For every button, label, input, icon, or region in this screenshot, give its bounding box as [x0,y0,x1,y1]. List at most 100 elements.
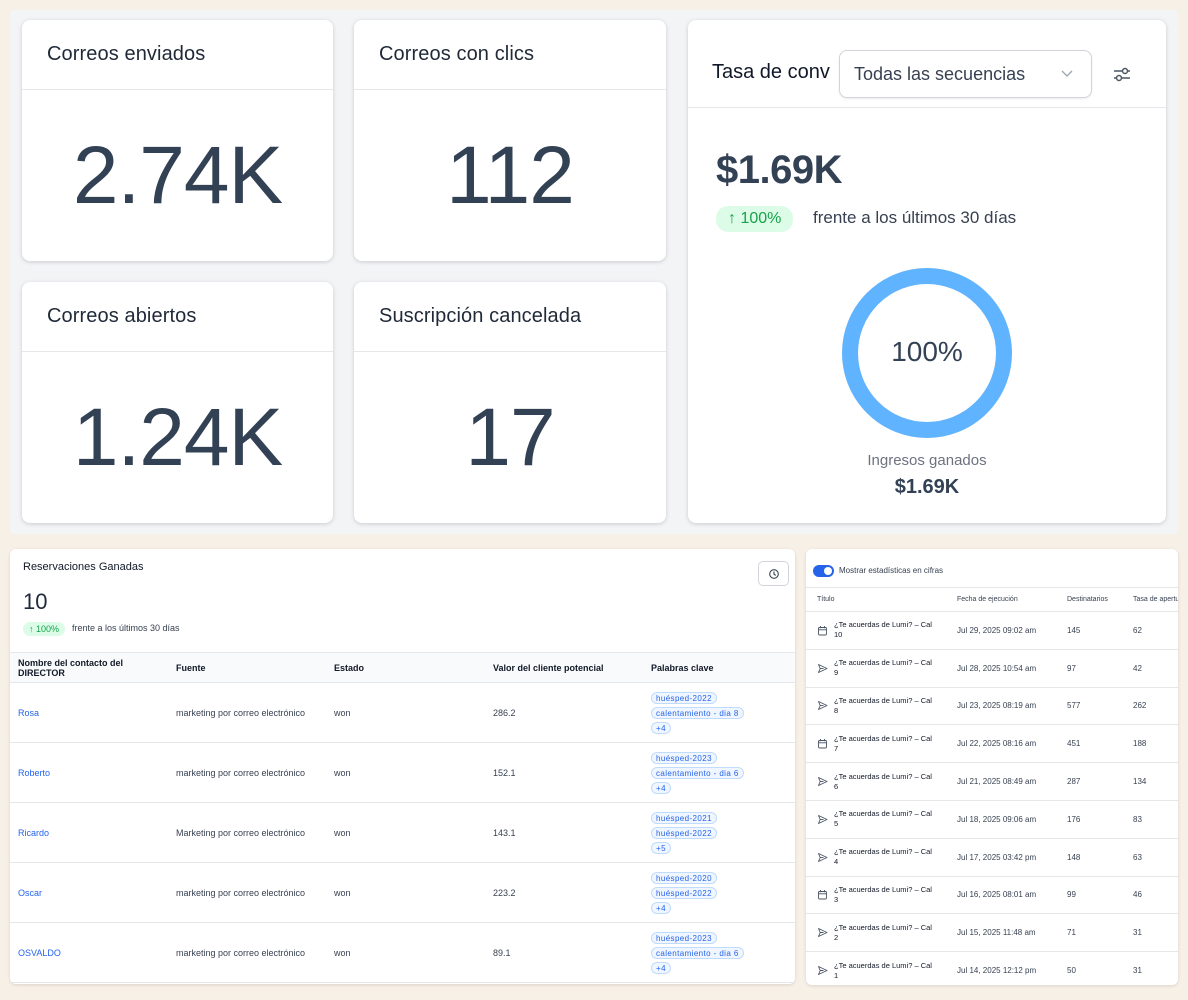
sequence-title-text[interactable]: ¿Te acuerdas de Lumi? – Cal 9 [834,658,932,678]
metric-card-unsubscribed: Suscripción cancelada 17 [354,282,666,523]
column-header[interactable]: Título [806,587,946,612]
date-cell: Jul 22, 2025 08:16 am [946,724,1056,764]
table-row[interactable]: ¿Te acuerdas de Lumi? – Cal 7 Jul 22, 202… [806,724,1178,764]
keyword-tag[interactable]: calentamiento - dia 6 [651,946,744,959]
sequence-title-text[interactable]: ¿Te acuerdas de Lumi? – Cal 6 [834,771,932,791]
keyword-tag[interactable]: huésped-2020 [651,871,717,884]
keyword-tag[interactable]: huésped-2023 [651,931,717,944]
recipients-cell: 148 [1056,838,1122,877]
table-row[interactable]: ¿Te acuerdas de Lumi? – Cal 8 Jul 23, 202… [806,687,1178,726]
column-header[interactable]: Destinatarios [1056,587,1122,612]
contact-name-link[interactable]: Ricardo [10,802,168,863]
recipients-cell: 71 [1056,913,1122,953]
sequences-table: Título Fecha de ejecución Destinatarios … [806,587,1178,985]
reservations-card: Reservaciones Ganadas 10 ↑ 100% frente a… [10,549,795,984]
column-header[interactable]: Fecha de ejecución [946,587,1056,612]
sequence-select[interactable]: Todas las secuencias [839,50,1092,98]
sequence-title-text[interactable]: ¿Te acuerdas de Lumi? – Cal 5 [834,809,932,829]
column-header[interactable]: Palabras clave [643,652,795,683]
sequence-title-text[interactable]: ¿Te acuerdas de Lumi? – Cal 2 [834,922,932,942]
keyword-tag[interactable]: calentamiento - dia 6 [651,766,744,779]
open-rate-cell: 42 [1122,649,1178,688]
compare-text: frente a los últimos 30 días [813,208,1017,227]
table-row[interactable]: Ricardo Marketing por correo electrónico w… [10,802,795,863]
sequence-select-value: Todas las secuencias [854,63,1026,84]
status-cell: won [326,922,485,983]
value-cell: 89.1 [485,922,643,983]
sequence-title-text[interactable]: ¿Te acuerdas de Lumi? – Cal 3 [834,884,932,904]
column-header[interactable]: Tasa de apertura [1122,587,1178,612]
keyword-tag[interactable]: huésped-2022 [651,826,717,839]
recipients-cell: 577 [1056,687,1122,726]
contact-name-link[interactable]: Roberto [10,742,168,803]
sequence-title-text[interactable]: ¿Te acuerdas de Lumi? – Cal 8 [834,695,932,715]
table-row[interactable]: ¿Te acuerdas de Lumi? – Cal 6 Jul 21, 202… [806,762,1178,801]
keyword-tags: huésped-2023 calentamiento - dia 6 +4 [651,751,795,794]
keywords-cell: huésped-2023 calentamiento - dia 6 +4 [643,742,795,803]
chevron-down-icon [1061,70,1073,77]
open-rate-cell: 63 [1122,838,1178,877]
source-cell: marketing por correo electrónico [168,682,326,743]
column-header[interactable]: Nombre del contacto del DIRECTOR [10,652,168,683]
table-row[interactable]: ¿Te acuerdas de Lumi? – Cal 1 Jul 14, 202… [806,951,1178,985]
more-tags-badge[interactable]: +4 [651,901,671,914]
table-row[interactable]: ¿Te acuerdas de Lumi? – Cal 2 Jul 15, 202… [806,913,1178,953]
contact-name-link[interactable]: Rosa [10,682,168,743]
contact-name-link[interactable]: Oscar [10,862,168,923]
title-cell: ¿Te acuerdas de Lumi? – Cal 9 [806,649,946,688]
sequence-title-text[interactable]: ¿Te acuerdas de Lumi? – Cal 7 [834,733,932,753]
table-row[interactable]: ¿Te acuerdas de Lumi? – Cal 4 Jul 17, 202… [806,838,1178,877]
filter-settings-icon[interactable] [1112,64,1132,84]
date-cell: Jul 16, 2025 08:01 am [946,876,1056,915]
sequence-title-text[interactable]: ¿Te acuerdas de Lumi? – Cal 4 [834,847,932,867]
table-row[interactable]: ¿Te acuerdas de Lumi? – Cal 5 Jul 18, 202… [806,800,1178,839]
sequence-title-text[interactable]: ¿Te acuerdas de Lumi? – Cal 10 [834,620,932,640]
value-cell: 152.1 [485,742,643,803]
column-header[interactable]: Estado [326,652,485,683]
source-cell: marketing por correo electrónico [168,862,326,923]
stats-toggle[interactable] [813,565,834,577]
sequence-title-text[interactable]: ¿Te acuerdas de Lumi? – Cal 1 [834,960,932,980]
table-row[interactable]: ¿Te acuerdas de Lumi? – Cal 9 Jul 28, 202… [806,649,1178,688]
keyword-tag[interactable]: calentamiento - dia 8 [651,706,744,719]
metric-title: Correos abiertos [22,282,333,352]
title-cell: ¿Te acuerdas de Lumi? – Cal 4 [806,838,946,877]
keyword-tag[interactable]: huésped-2021 [651,811,717,824]
sequence-title: ¿Te acuerdas de Lumi? – Cal 5 [817,809,946,829]
more-tags-badge[interactable]: +4 [651,721,671,734]
table-row[interactable]: Oscar marketing por correo electrónico won… [10,862,795,923]
metric-value: 17 [465,391,555,483]
metric-title: Suscripción cancelada [354,282,666,352]
date-cell: Jul 21, 2025 08:49 am [946,762,1056,801]
table-row[interactable]: ¿Te acuerdas de Lumi? – Cal 10 Jul 29, 20… [806,611,1178,650]
table-row[interactable]: Roberto marketing por correo electrónico w… [10,742,795,803]
send-icon [818,663,828,673]
refresh-button[interactable] [758,561,789,586]
sequence-title: ¿Te acuerdas de Lumi? – Cal 3 [817,885,946,905]
more-tags-badge[interactable]: +5 [651,841,671,854]
table-row[interactable]: ¿Te acuerdas de Lumi? – Cal 3 Jul 16, 202… [806,876,1178,915]
date-cell: Jul 28, 2025 10:54 am [946,649,1056,688]
title-cell: ¿Te acuerdas de Lumi? – Cal 5 [806,800,946,839]
table-row[interactable]: OSVALDO marketing por correo electrónico w… [10,922,795,983]
recipients-cell: 99 [1056,876,1122,915]
table-row[interactable]: Rosa marketing por correo electrónico won 2… [10,682,795,743]
title-cell: ¿Te acuerdas de Lumi? – Cal 6 [806,762,946,801]
stats-toggle-label: Mostrar estadísticas en cifras [839,566,944,575]
keyword-tag[interactable]: huésped-2022 [651,691,717,704]
more-tags-badge[interactable]: +4 [651,781,671,794]
column-header[interactable]: Valor del cliente potencial [485,652,643,683]
column-header[interactable]: Fuente [168,652,326,683]
sequence-title: ¿Te acuerdas de Lumi? – Cal 4 [817,847,946,867]
title-cell: ¿Te acuerdas de Lumi? – Cal 1 [806,951,946,985]
metric-card-opened: Correos abiertos 1.24K [22,282,333,523]
recipients-cell: 97 [1056,649,1122,688]
send-icon [818,814,828,824]
keyword-tag[interactable]: huésped-2022 [651,886,717,899]
contact-name-link[interactable]: OSVALDO [10,922,168,983]
more-tags-badge[interactable]: +4 [651,961,671,974]
keyword-tag[interactable]: huésped-2023 [651,751,717,764]
recipients-cell: 287 [1056,762,1122,801]
open-rate-cell: 83 [1122,800,1178,839]
date-cell: Jul 18, 2025 09:06 am [946,800,1056,839]
